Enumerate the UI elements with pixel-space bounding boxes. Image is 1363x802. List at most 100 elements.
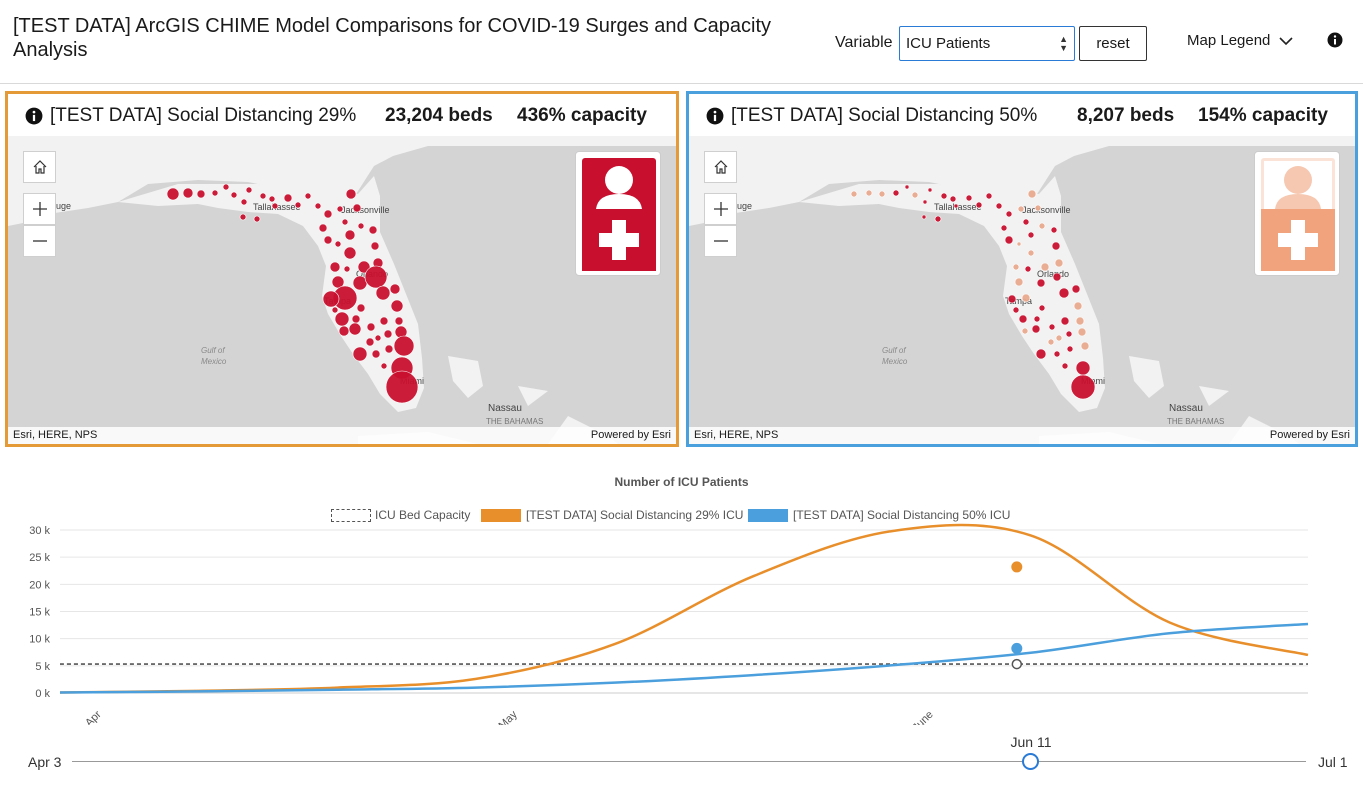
hospital-dot[interactable] bbox=[314, 202, 322, 210]
hospital-dot[interactable] bbox=[1004, 235, 1014, 245]
hospital-dot[interactable] bbox=[1060, 316, 1070, 326]
hospital-dot[interactable] bbox=[348, 322, 362, 336]
hospital-dot[interactable] bbox=[949, 195, 957, 203]
hospital-dot[interactable] bbox=[1000, 224, 1008, 232]
hospital-dot[interactable] bbox=[323, 235, 333, 245]
hospital-dot[interactable] bbox=[1052, 272, 1062, 282]
hospital-dot[interactable] bbox=[230, 191, 238, 199]
hospital-dot[interactable] bbox=[927, 187, 933, 193]
hospital-dot[interactable] bbox=[245, 186, 253, 194]
hospital-dot[interactable] bbox=[1065, 330, 1073, 338]
series-line-2[interactable] bbox=[59, 622, 1309, 694]
hospital-dot[interactable] bbox=[911, 191, 919, 199]
hospital-dot[interactable] bbox=[344, 229, 356, 241]
hospital-dot[interactable] bbox=[1027, 189, 1037, 199]
hospital-dot[interactable] bbox=[356, 303, 366, 313]
highlight-point[interactable] bbox=[1011, 561, 1023, 573]
hospital-dot[interactable] bbox=[1038, 304, 1046, 312]
hospital-dot[interactable] bbox=[1061, 362, 1069, 370]
hospital-dot[interactable] bbox=[364, 265, 388, 289]
hospital-dot[interactable] bbox=[850, 190, 858, 198]
slider-track[interactable] bbox=[72, 761, 1306, 762]
hospital-dot[interactable] bbox=[374, 334, 382, 342]
hospital-dot[interactable] bbox=[370, 241, 380, 251]
hospital-dot[interactable] bbox=[371, 349, 381, 359]
home-button[interactable] bbox=[23, 151, 56, 183]
hospital-dot[interactable] bbox=[318, 223, 328, 233]
variable-select[interactable]: ICU Patients ▲ ▼ bbox=[899, 26, 1075, 61]
map-view[interactable]: ougeTallahasseeJacksonvilleOrlandoTampaM… bbox=[689, 136, 1355, 444]
hospital-dot[interactable] bbox=[1027, 249, 1035, 257]
hospital-dot[interactable] bbox=[1048, 323, 1056, 331]
hospital-dot[interactable] bbox=[323, 209, 333, 219]
hospital-dot[interactable] bbox=[1038, 222, 1046, 230]
hospital-dot[interactable] bbox=[1080, 341, 1090, 351]
hospital-dot[interactable] bbox=[334, 240, 342, 248]
zoom-in-button[interactable] bbox=[704, 193, 737, 225]
highlight-point[interactable] bbox=[1011, 658, 1023, 670]
powered-by-link[interactable]: Powered by Esri bbox=[590, 429, 671, 441]
hospital-dot[interactable] bbox=[304, 192, 312, 200]
hospital-dot[interactable] bbox=[343, 246, 357, 260]
hospital-dot[interactable] bbox=[1077, 327, 1087, 337]
hospital-dot[interactable] bbox=[1050, 226, 1058, 234]
hospital-dot[interactable] bbox=[253, 215, 261, 223]
zoom-out-button[interactable] bbox=[23, 225, 56, 257]
hospital-dot[interactable] bbox=[1036, 278, 1046, 288]
hospital-dot[interactable] bbox=[1073, 301, 1083, 311]
map-legend-toggle[interactable]: Map Legend bbox=[1187, 32, 1293, 49]
hospital-dot[interactable] bbox=[1075, 360, 1091, 376]
hospital-dot[interactable] bbox=[1012, 306, 1020, 314]
reset-button[interactable]: reset bbox=[1079, 26, 1147, 61]
hospital-dot[interactable] bbox=[283, 193, 293, 203]
hospital-dot[interactable] bbox=[922, 199, 928, 205]
hospital-dot[interactable] bbox=[1021, 327, 1029, 335]
hospital-dot[interactable] bbox=[1027, 231, 1035, 239]
hospital-dot[interactable] bbox=[352, 346, 368, 362]
hospital-dot[interactable] bbox=[385, 370, 419, 404]
hospital-dot[interactable] bbox=[1018, 314, 1028, 324]
hospital-dot[interactable] bbox=[182, 187, 194, 199]
hospital-dot[interactable] bbox=[336, 205, 344, 213]
hospital-dot[interactable] bbox=[384, 344, 394, 354]
hospital-dot[interactable] bbox=[1071, 284, 1081, 294]
hospital-dot[interactable] bbox=[341, 218, 349, 226]
hospital-dot[interactable] bbox=[975, 201, 983, 209]
hospital-dot[interactable] bbox=[1075, 316, 1085, 326]
legend-item-sd29[interactable]: [TEST DATA] Social Distancing 29% ICU bbox=[481, 508, 743, 523]
hospital-dot[interactable] bbox=[259, 192, 267, 200]
hospital-dot[interactable] bbox=[383, 329, 393, 339]
hospital-dot[interactable] bbox=[1014, 277, 1024, 287]
hospital-dot[interactable] bbox=[985, 192, 993, 200]
hospital-dot[interactable] bbox=[343, 265, 351, 273]
hospital-dot[interactable] bbox=[940, 192, 948, 200]
map-view[interactable]: ougeTallahasseeJacksonvilleOrlandoTampaM… bbox=[8, 136, 676, 444]
hospital-dot[interactable] bbox=[1021, 293, 1031, 303]
hospital-dot[interactable] bbox=[351, 314, 361, 324]
hospital-dot[interactable] bbox=[365, 337, 375, 347]
hospital-dot[interactable] bbox=[1031, 324, 1041, 334]
hospital-dot[interactable] bbox=[375, 285, 391, 301]
hospital-dot[interactable] bbox=[393, 335, 415, 357]
highlight-point[interactable] bbox=[1011, 642, 1023, 654]
hospital-dot[interactable] bbox=[166, 187, 180, 201]
hospital-dot[interactable] bbox=[366, 322, 376, 332]
hospital-dot[interactable] bbox=[1024, 265, 1032, 273]
hospital-dot[interactable] bbox=[1055, 334, 1063, 342]
hospital-dot[interactable] bbox=[1012, 263, 1020, 271]
hospital-dot[interactable] bbox=[368, 225, 378, 235]
hospital-dot[interactable] bbox=[1066, 345, 1074, 353]
hospital-dot[interactable] bbox=[268, 195, 276, 203]
hospital-dot[interactable] bbox=[379, 316, 389, 326]
hospital-dot[interactable] bbox=[322, 290, 340, 308]
hospital-dot[interactable] bbox=[294, 201, 302, 209]
hospital-dot[interactable] bbox=[211, 189, 219, 197]
hospital-dot[interactable] bbox=[389, 283, 401, 295]
hospital-dot[interactable] bbox=[1033, 315, 1041, 323]
hospital-dot[interactable] bbox=[934, 215, 942, 223]
series-line-1[interactable] bbox=[59, 523, 1309, 694]
hospital-dot[interactable] bbox=[329, 261, 341, 273]
zoom-in-button[interactable] bbox=[23, 193, 56, 225]
slider-thumb[interactable] bbox=[1022, 753, 1039, 770]
hospital-dot[interactable] bbox=[1054, 258, 1064, 268]
